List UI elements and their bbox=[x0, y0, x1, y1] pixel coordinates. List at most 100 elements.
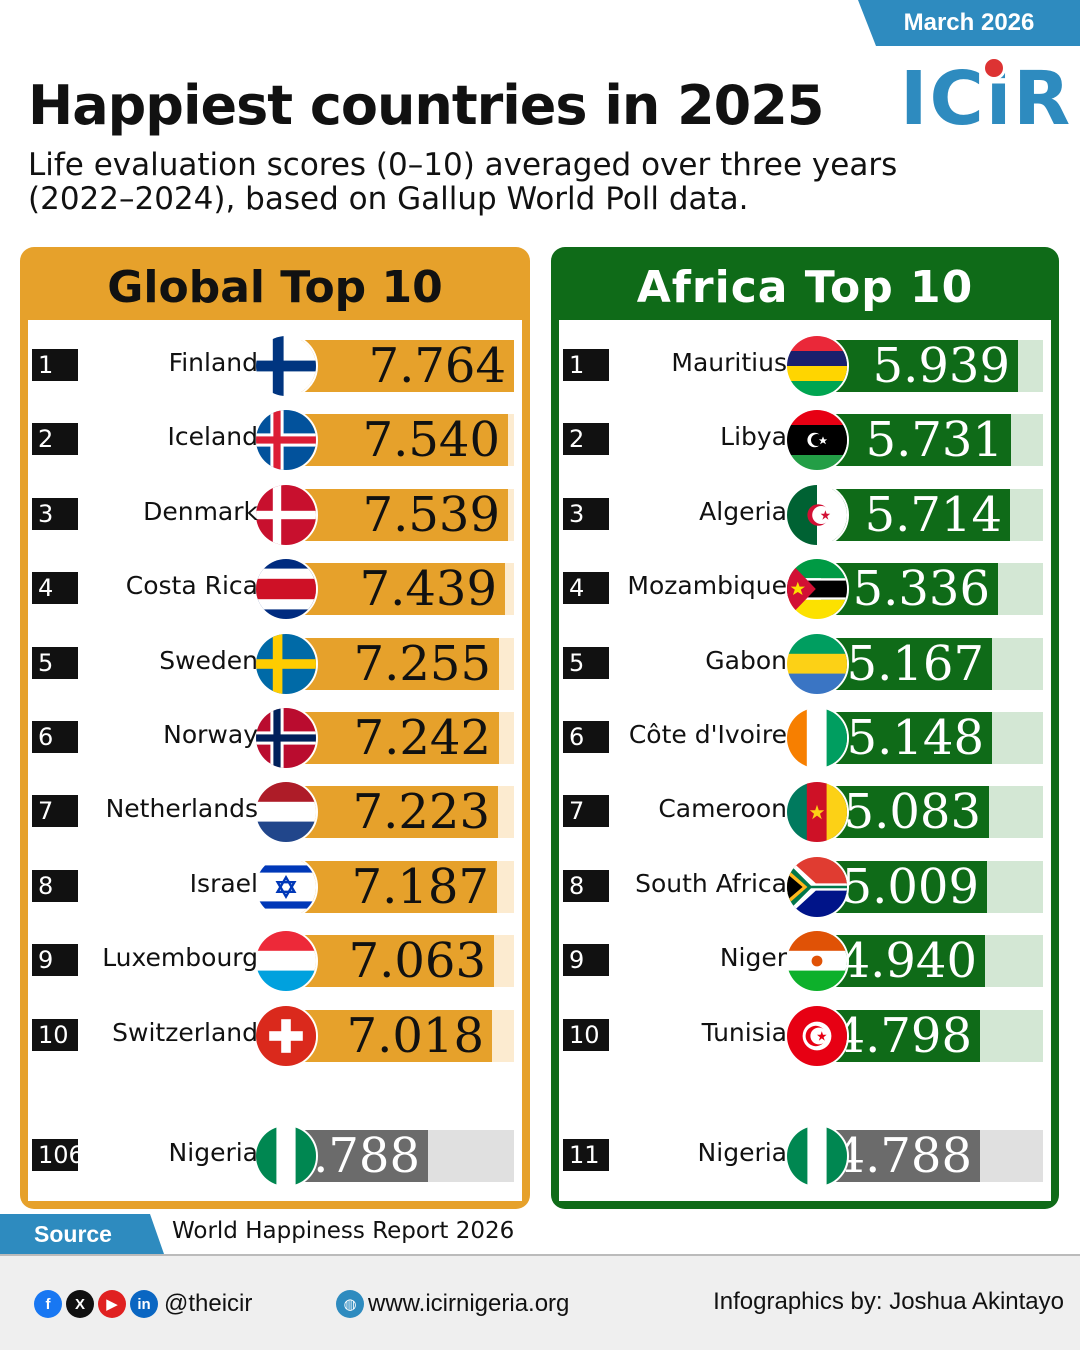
table-row: 10 7.018 Switzerland bbox=[28, 1003, 522, 1068]
score-value: 7.187 bbox=[351, 858, 489, 915]
table-row: 8 5.009 South Africa bbox=[559, 854, 1051, 919]
facebook-icon[interactable]: f bbox=[34, 1290, 62, 1318]
rank-badge: 1 bbox=[563, 349, 609, 381]
score-value: 4.788 bbox=[834, 1128, 972, 1184]
table-row: 4 5.336 Mozambique bbox=[559, 557, 1051, 622]
global-top10-panel: Global Top 10 1 7.764 Finland 2 7.540 Iceland… bbox=[20, 247, 530, 1209]
mauritius-flag-icon bbox=[785, 334, 849, 398]
rank-badge: 8 bbox=[32, 869, 78, 902]
rank-badge: 5 bbox=[32, 646, 78, 679]
website-url[interactable]: www.icirnigeria.org bbox=[368, 1290, 570, 1317]
social-handle[interactable]: @theicir bbox=[164, 1290, 253, 1317]
score-bar: 7.018 bbox=[290, 1007, 492, 1064]
country-name: Côte d'Ivoire bbox=[628, 720, 787, 749]
bar-track: 5.009 bbox=[821, 858, 1043, 915]
rank-badge: 2 bbox=[32, 423, 78, 456]
bar-track: 4.788 bbox=[821, 1128, 1043, 1184]
country-name: Costa Rica bbox=[125, 571, 258, 601]
score-bar: 7.540 bbox=[290, 412, 508, 469]
country-name: Sweden bbox=[159, 645, 258, 675]
country-name: Nigeria bbox=[697, 1138, 787, 1167]
social-links: f X ▶ in @theicir bbox=[34, 1290, 252, 1318]
country-name: Mauritius bbox=[671, 348, 787, 377]
israel-flag-icon bbox=[254, 854, 318, 919]
score-value: 5.714 bbox=[864, 486, 1002, 543]
bar-track: 7.223 bbox=[290, 784, 514, 840]
score-bar: 5.336 bbox=[821, 561, 998, 618]
bar-track: 7.018 bbox=[290, 1007, 514, 1064]
score-bar: 4.798 bbox=[821, 1008, 980, 1064]
cote-divoire-flag-icon bbox=[785, 706, 849, 770]
score-value: 5.167 bbox=[846, 635, 984, 692]
score-value: 7.539 bbox=[362, 486, 500, 543]
africa-bar-chart: 1 5.939 Mauritius 2 5.731 Libya 3 5.714 Algeria 4… bbox=[559, 320, 1051, 1201]
score-value: 7.764 bbox=[368, 338, 506, 394]
nigeria-row: 106 4.788 Nigeria bbox=[28, 1124, 522, 1188]
score-bar: 7.187 bbox=[290, 858, 497, 915]
costa-rica-flag-icon bbox=[254, 557, 318, 622]
table-row: 9 7.063 Luxembourg bbox=[28, 929, 522, 994]
table-row: 2 5.731 Libya bbox=[559, 408, 1051, 473]
source-text: World Happiness Report 2026 bbox=[172, 1218, 515, 1244]
rank-badge: 3 bbox=[32, 497, 78, 530]
country-name: Gabon bbox=[705, 645, 787, 675]
table-row: 5 5.167 Gabon bbox=[559, 631, 1051, 696]
linkedin-icon[interactable]: in bbox=[130, 1290, 158, 1318]
source-label: Source bbox=[0, 1214, 164, 1254]
africa-panel-title: Africa Top 10 bbox=[636, 262, 974, 313]
netherlands-flag-icon bbox=[254, 780, 318, 845]
rank-badge: 2 bbox=[563, 423, 609, 456]
luxembourg-flag-icon bbox=[254, 929, 318, 994]
score-value: 7.439 bbox=[359, 561, 497, 618]
country-name: South Africa bbox=[635, 868, 787, 898]
score-bar: 5.939 bbox=[821, 338, 1018, 394]
score-value: 7.018 bbox=[346, 1007, 484, 1064]
country-name: Cameroon bbox=[658, 794, 787, 824]
finland-flag-icon bbox=[254, 334, 318, 398]
infographic-credit: Infographics by: Joshua Akintayo bbox=[713, 1288, 1064, 1315]
country-name: Algeria bbox=[699, 496, 787, 526]
bar-track: 4.798 bbox=[821, 1008, 1043, 1064]
denmark-flag-icon bbox=[254, 482, 318, 547]
rank-badge: 11 bbox=[563, 1139, 609, 1171]
score-value: 5.336 bbox=[852, 561, 990, 618]
bar-track: 4.788 bbox=[283, 1128, 514, 1184]
globe-pin-icon bbox=[982, 56, 1006, 80]
youtube-icon[interactable]: ▶ bbox=[98, 1290, 126, 1318]
score-bar: 7.223 bbox=[290, 784, 498, 840]
table-row: 4 7.439 Costa Rica bbox=[28, 557, 522, 622]
score-value: 7.063 bbox=[348, 933, 486, 990]
country-name: Iceland bbox=[167, 422, 258, 452]
date-badge: March 2026 bbox=[858, 0, 1080, 46]
table-row: 3 7.539 Denmark bbox=[28, 482, 522, 547]
global-bar-chart: 1 7.764 Finland 2 7.540 Iceland 3 7.539 Denmark 4… bbox=[28, 320, 522, 1201]
bar-track: 7.242 bbox=[290, 710, 514, 766]
bar-track: 7.439 bbox=[290, 561, 514, 618]
score-bar: 5.731 bbox=[821, 412, 1011, 468]
nigeria-row: 11 4.788 Nigeria bbox=[559, 1124, 1051, 1188]
libya-flag-icon bbox=[785, 408, 849, 473]
footer: f X ▶ in @theicir ◍ www.icirnigeria.org … bbox=[0, 1254, 1080, 1350]
table-row: 2 7.540 Iceland bbox=[28, 408, 522, 473]
rank-badge: 10 bbox=[32, 1018, 78, 1051]
bar-track: 5.083 bbox=[821, 784, 1043, 841]
rank-badge: 6 bbox=[32, 721, 78, 753]
score-value: 5.148 bbox=[846, 710, 984, 766]
table-row: 9 4.940 Niger bbox=[559, 929, 1051, 994]
table-row: 10 4.798 Tunisia bbox=[559, 1003, 1051, 1068]
country-name: Nigeria bbox=[168, 1138, 258, 1167]
x-icon[interactable]: X bbox=[66, 1290, 94, 1318]
score-bar: 7.539 bbox=[290, 486, 508, 543]
website-link[interactable]: ◍ www.icirnigeria.org bbox=[336, 1290, 569, 1318]
score-value: 5.009 bbox=[841, 858, 979, 915]
score-bar: 5.148 bbox=[821, 710, 992, 766]
bar-track: 4.940 bbox=[821, 933, 1043, 989]
rank-badge: 3 bbox=[563, 497, 609, 530]
score-value: 5.083 bbox=[843, 784, 981, 841]
rank-badge: 9 bbox=[563, 944, 609, 977]
rank-badge: 4 bbox=[32, 572, 78, 605]
rank-badge: 106 bbox=[32, 1139, 84, 1171]
score-bar: 7.439 bbox=[290, 561, 505, 618]
gabon-flag-icon bbox=[785, 631, 849, 696]
score-value: 7.540 bbox=[362, 412, 500, 469]
